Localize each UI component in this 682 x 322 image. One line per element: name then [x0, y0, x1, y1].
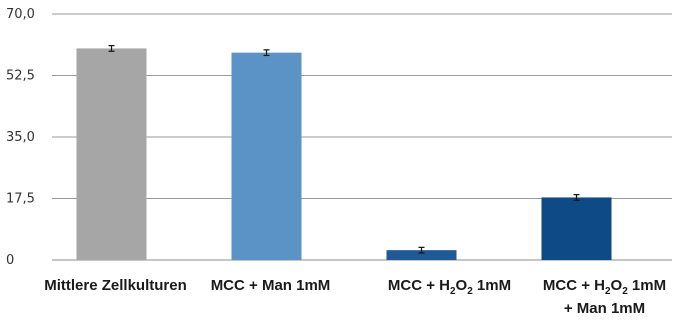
bar: [231, 52, 302, 261]
error-bar: [418, 246, 425, 254]
category-label: Mittlere Zellkulturen: [44, 277, 187, 294]
y-axis-tick-labels: 0 17,5 35,0 52,5 70,0: [6, 7, 35, 268]
label-text: Mittlere Zellkulturen: [44, 277, 187, 294]
category-label: + Man 1mM: [564, 300, 645, 317]
subscript: 2: [450, 286, 456, 297]
error-bar: [108, 45, 115, 52]
category-label: MCC + H2O2 1mM: [543, 277, 666, 297]
error-bar: [263, 49, 270, 57]
label-text: 1mM: [473, 277, 511, 294]
subscript: 2: [622, 286, 628, 297]
error-bar: [573, 194, 580, 201]
label-text: 1mM: [628, 277, 666, 294]
bar: [386, 250, 457, 260]
label-text: O: [611, 277, 623, 294]
category-label: MCC + H2O2 1mM: [388, 277, 511, 297]
label-text: MCC + H: [388, 277, 450, 294]
label-text: + Man 1mM: [564, 300, 645, 317]
subscript: 2: [605, 286, 611, 297]
y-tick-label: 52,5: [6, 69, 35, 84]
category-label: MCC + Man 1mM: [211, 277, 331, 294]
y-tick-label: 35,0: [6, 130, 35, 145]
y-tick-label: 70,0: [6, 7, 35, 22]
label-text: O: [456, 277, 468, 294]
error-bars: [108, 45, 580, 254]
label-text: MCC + H: [543, 277, 605, 294]
label-text: MCC + Man 1mM: [211, 277, 331, 294]
subscript: 2: [467, 286, 473, 297]
y-tick-label: 17,5: [6, 192, 35, 207]
bar: [541, 197, 612, 260]
category-labels: Mittlere Zellkulturen MCC + Man 1mM MCC + …: [44, 277, 666, 317]
bars: [76, 48, 612, 261]
y-tick-label: 0: [6, 253, 14, 268]
bar: [76, 48, 147, 260]
